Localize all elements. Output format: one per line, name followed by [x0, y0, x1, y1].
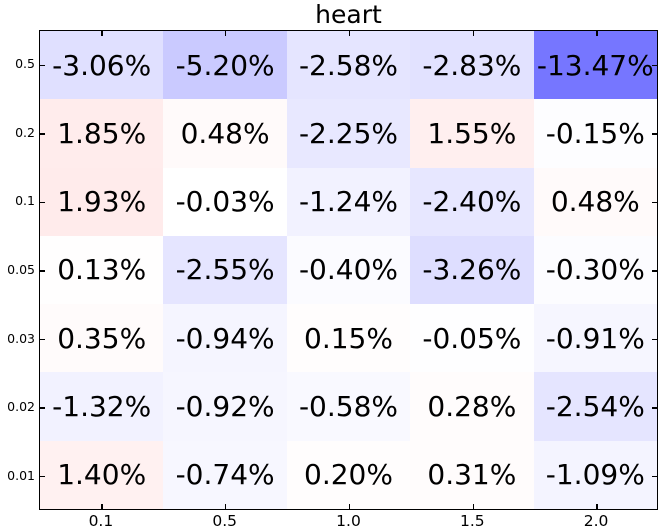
y-tick-label-0.2: 0.2: [15, 124, 35, 140]
chart-title: heart: [315, 0, 382, 29]
x-top-tick: [596, 31, 598, 36]
x-top-tick: [224, 31, 227, 36]
y-tick-label-0.01: 0.01: [7, 467, 35, 483]
y-right-tick: [652, 475, 657, 478]
y-left-tick: [40, 407, 45, 409]
x-bottom-tick: [348, 504, 351, 509]
y-left-tick: [40, 475, 45, 478]
heatmap-cell-r2c1: -0.03%: [163, 167, 287, 236]
heatmap-cell-r6c0: 1.40%: [40, 440, 164, 509]
y-right-tick: [652, 270, 657, 272]
y-left-tick: [40, 270, 45, 272]
heatmap-cell-r3c3: -3.26%: [410, 235, 534, 305]
y-right-tick: [652, 64, 657, 67]
y-right-tick: [652, 407, 657, 409]
heatmap-cell-r3c0: 0.13%: [40, 235, 164, 305]
heatmap-cell-r5c3: 0.28%: [410, 372, 534, 441]
heatmap-cell-r2c0: 1.93%: [40, 167, 164, 236]
heatmap-cell-r4c2: 0.15%: [286, 304, 411, 373]
y-tick-label-0.03: 0.03: [7, 330, 35, 346]
heatmap-cell-r5c4: -2.54%: [533, 372, 657, 441]
y-right-tick: [652, 133, 657, 135]
heatmap-cell-r3c2: -0.40%: [286, 235, 411, 305]
heatmap-cell-r6c4: -1.09%: [533, 440, 657, 509]
x-top-tick: [101, 31, 103, 36]
y-tick-label-0.02: 0.02: [7, 399, 35, 415]
heatmap-cell-r6c2: 0.20%: [286, 440, 411, 509]
x-bottom-tick: [472, 504, 475, 509]
heatmap-cell-r2c2: -1.24%: [286, 167, 411, 236]
y-tick-label-0.5: 0.5: [15, 56, 35, 72]
x-bottom-tick: [224, 504, 227, 509]
heatmap-cell-r6c1: -0.74%: [163, 440, 287, 509]
heatmap-cell-r0c2: -2.58%: [286, 31, 411, 100]
heatmap-cell-r1c0: 1.85%: [40, 99, 164, 168]
y-left-tick: [40, 64, 45, 67]
x-top-tick: [472, 31, 475, 36]
x-bottom-tick: [596, 504, 598, 509]
y-right-tick: [652, 201, 657, 204]
heatmap-cell-r4c1: -0.94%: [163, 304, 287, 373]
y-left-tick: [40, 338, 45, 341]
x-tick-label-0.5: 0.5: [212, 512, 238, 530]
x-tick-label-1.0: 1.0: [336, 512, 361, 530]
heatmap-cell-r2c4: 0.48%: [533, 167, 657, 236]
x-tick-label-0.1: 0.1: [88, 512, 114, 530]
heatmap-cell-r4c4: -0.91%: [533, 304, 657, 373]
heatmap-cell-r2c3: -2.40%: [410, 167, 534, 236]
y-left-tick: [40, 133, 45, 135]
heatmap-cell-r4c0: 0.35%: [40, 304, 164, 373]
heatmap-cell-r0c1: -5.20%: [163, 31, 287, 100]
y-tick-label-0.1: 0.1: [15, 193, 35, 209]
heatmap-cell-r3c1: -2.55%: [163, 235, 287, 305]
heatmap-cell-r5c2: -0.58%: [286, 372, 411, 441]
heatmap-cell-r4c3: -0.05%: [410, 304, 534, 373]
y-tick-label-0.05: 0.05: [7, 262, 35, 277]
heatmap-cell-r1c4: -0.15%: [533, 99, 657, 168]
heatmap-cell-r5c0: -1.32%: [40, 372, 164, 441]
x-bottom-tick: [101, 504, 103, 509]
heatmap-cell-r0c4: -13.47%: [533, 31, 657, 100]
heatmap-cell-r1c1: 0.48%: [163, 99, 287, 168]
heatmap-cells: -3.06% -5.20% -2.58% -2.83% -13.47% 1.85% 0.48…: [40, 31, 657, 509]
x-tick-label-2.0: 2.0: [583, 512, 609, 530]
heatmap-cell-r0c3: -2.83%: [410, 31, 534, 100]
heatmap-cell-r1c3: 1.55%: [410, 99, 534, 168]
y-right-tick: [652, 338, 657, 341]
heatmap-cell-r5c1: -0.92%: [163, 372, 287, 441]
heatmap-cell-r1c2: -2.25%: [286, 99, 411, 168]
heatmap-cell-r6c3: 0.31%: [410, 440, 534, 509]
x-tick-label-1.5: 1.5: [459, 512, 485, 530]
y-left-tick: [40, 201, 45, 204]
heatmap-plot-area: -3.06% -5.20% -2.58% -2.83% -13.47% 1.85% 0.48…: [39, 30, 658, 510]
x-top-tick: [348, 31, 351, 36]
heatmap-cell-r3c4: -0.30%: [533, 235, 657, 305]
heatmap-cell-r0c0: -3.06%: [40, 31, 164, 100]
